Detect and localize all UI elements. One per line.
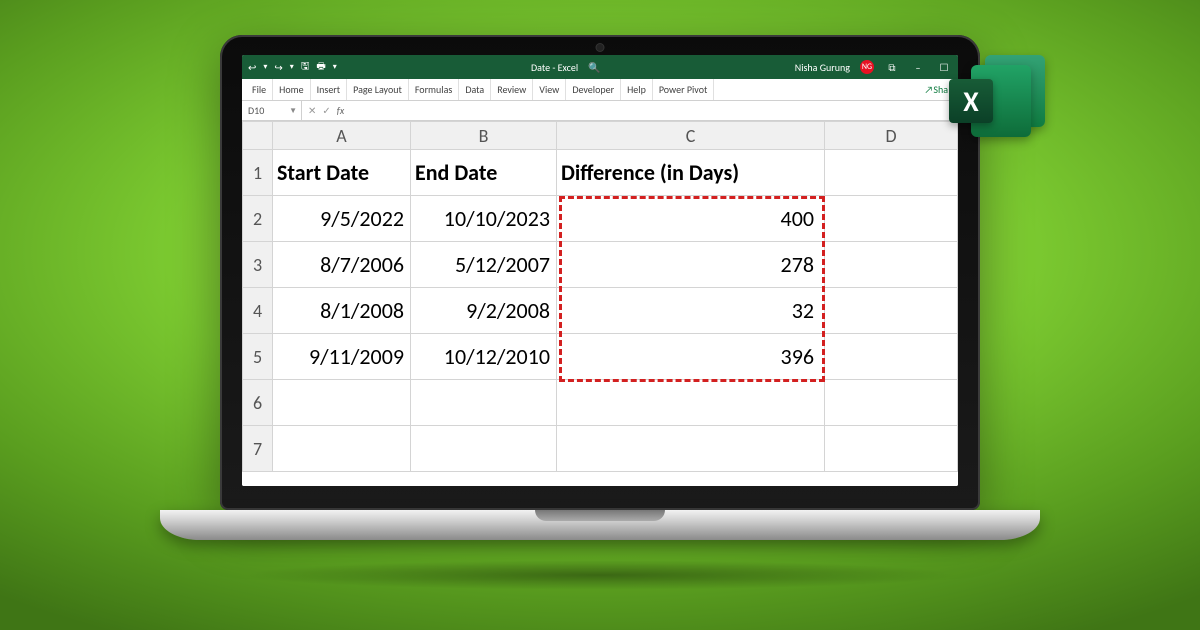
tab-data[interactable]: Data [459, 79, 491, 100]
cell-d2[interactable] [825, 196, 958, 242]
select-all-corner[interactable] [243, 122, 273, 150]
cell-d6[interactable] [825, 380, 958, 426]
cell-a1[interactable]: Start Date [273, 150, 411, 196]
tab-home[interactable]: Home [273, 79, 310, 100]
col-header-d[interactable]: D [825, 122, 958, 150]
undo-icon[interactable]: ↩ [248, 61, 256, 74]
row-header-3[interactable]: 3 [243, 242, 273, 288]
excel-window: ↩ ▾ ↪ ▾ 🖫 🖶 ▾ Date - Excel 🔍 Nisha Gurun… [242, 55, 958, 486]
laptop-shadow [240, 560, 960, 590]
row-header-5[interactable]: 5 [243, 334, 273, 380]
cell-a3[interactable]: 8/7/2006 [273, 242, 411, 288]
tab-review[interactable]: Review [491, 79, 533, 100]
qat-chevron-icon[interactable]: ▾ [263, 62, 267, 72]
cell-a5[interactable]: 9/11/2009 [273, 334, 411, 380]
ribbon-tabs: File Home Insert Page Layout Formulas Da… [242, 79, 958, 101]
save-icon[interactable]: 🖫 [301, 59, 310, 76]
cell-b3[interactable]: 5/12/2007 [411, 242, 557, 288]
name-box-dropdown-icon[interactable]: ▼ [289, 106, 297, 116]
user-avatar[interactable]: NG [860, 60, 874, 74]
cell-c7[interactable] [557, 426, 825, 472]
col-header-c[interactable]: C [557, 122, 825, 150]
cell-d5[interactable] [825, 334, 958, 380]
window-title: Date - Excel [531, 61, 578, 74]
cell-a4[interactable]: 8/1/2008 [273, 288, 411, 334]
tab-help[interactable]: Help [621, 79, 653, 100]
col-header-b[interactable]: B [411, 122, 557, 150]
print-icon[interactable]: 🖶 [316, 59, 325, 76]
excel-logo-icon: X [955, 55, 1045, 140]
laptop-screen-frame: ↩ ▾ ↪ ▾ 🖫 🖶 ▾ Date - Excel 🔍 Nisha Gurun… [220, 35, 980, 510]
cell-b5[interactable]: 10/12/2010 [411, 334, 557, 380]
col-header-a[interactable]: A [273, 122, 411, 150]
tab-formulas[interactable]: Formulas [409, 79, 459, 100]
tab-insert[interactable]: Insert [311, 79, 348, 100]
confirm-formula-icon[interactable]: ✓ [322, 104, 330, 117]
row-header-7[interactable]: 7 [243, 426, 273, 472]
cancel-formula-icon[interactable]: ✕ [308, 104, 316, 117]
cell-c2[interactable]: 400 [557, 196, 825, 242]
cell-a7[interactable] [273, 426, 411, 472]
redo-icon[interactable]: ↪ [274, 61, 282, 74]
row-header-2[interactable]: 2 [243, 196, 273, 242]
tab-page-layout[interactable]: Page Layout [347, 79, 409, 100]
ribbon-display-icon[interactable]: ⧉ [884, 61, 900, 74]
name-box-value: D10 [248, 104, 264, 117]
sheet-table: A B C D 1 Start Date End Date Difference… [242, 121, 958, 472]
cell-b4[interactable]: 9/2/2008 [411, 288, 557, 334]
user-name[interactable]: Nisha Gurung [795, 61, 850, 74]
tab-power-pivot[interactable]: Power Pivot [653, 79, 715, 100]
cell-a6[interactable] [273, 380, 411, 426]
cell-c6[interactable] [557, 380, 825, 426]
fx-icon[interactable]: fx [337, 104, 344, 117]
cell-d1[interactable] [825, 150, 958, 196]
quick-access-toolbar: ↩ ▾ ↪ ▾ 🖫 🖶 ▾ [248, 59, 337, 76]
excel-logo-x: X [949, 79, 993, 123]
row-header-6[interactable]: 6 [243, 380, 273, 426]
cell-b2[interactable]: 10/10/2023 [411, 196, 557, 242]
tab-developer[interactable]: Developer [566, 79, 621, 100]
row-header-1[interactable]: 1 [243, 150, 273, 196]
name-box[interactable]: D10 ▼ [242, 101, 302, 120]
spreadsheet-grid[interactable]: A B C D 1 Start Date End Date Difference… [242, 121, 958, 486]
cell-b1[interactable]: End Date [411, 150, 557, 196]
formula-bar-row: D10 ▼ ✕ ✓ fx [242, 101, 958, 121]
cell-c5[interactable]: 396 [557, 334, 825, 380]
qat-chevron-icon[interactable]: ▾ [333, 62, 337, 72]
laptop-notch [535, 510, 665, 521]
tab-view[interactable]: View [533, 79, 566, 100]
title-bar: ↩ ▾ ↪ ▾ 🖫 🖶 ▾ Date - Excel 🔍 Nisha Gurun… [242, 55, 958, 79]
cell-d4[interactable] [825, 288, 958, 334]
search-icon[interactable]: 🔍 [588, 61, 600, 74]
qat-chevron-icon[interactable]: ▾ [290, 62, 294, 72]
webcam [597, 44, 604, 51]
cell-d3[interactable] [825, 242, 958, 288]
tab-file[interactable]: File [246, 79, 273, 100]
cell-c1[interactable]: Difference (in Days) [557, 150, 825, 196]
row-header-4[interactable]: 4 [243, 288, 273, 334]
cell-a2[interactable]: 9/5/2022 [273, 196, 411, 242]
cell-b6[interactable] [411, 380, 557, 426]
laptop-base [160, 510, 1040, 540]
minimize-button[interactable]: – [910, 61, 926, 74]
cell-b7[interactable] [411, 426, 557, 472]
cell-d7[interactable] [825, 426, 958, 472]
maximize-button[interactable]: ☐ [936, 61, 952, 74]
cell-c3[interactable]: 278 [557, 242, 825, 288]
laptop: ↩ ▾ ↪ ▾ 🖫 🖶 ▾ Date - Excel 🔍 Nisha Gurun… [220, 35, 980, 540]
cell-c4[interactable]: 32 [557, 288, 825, 334]
